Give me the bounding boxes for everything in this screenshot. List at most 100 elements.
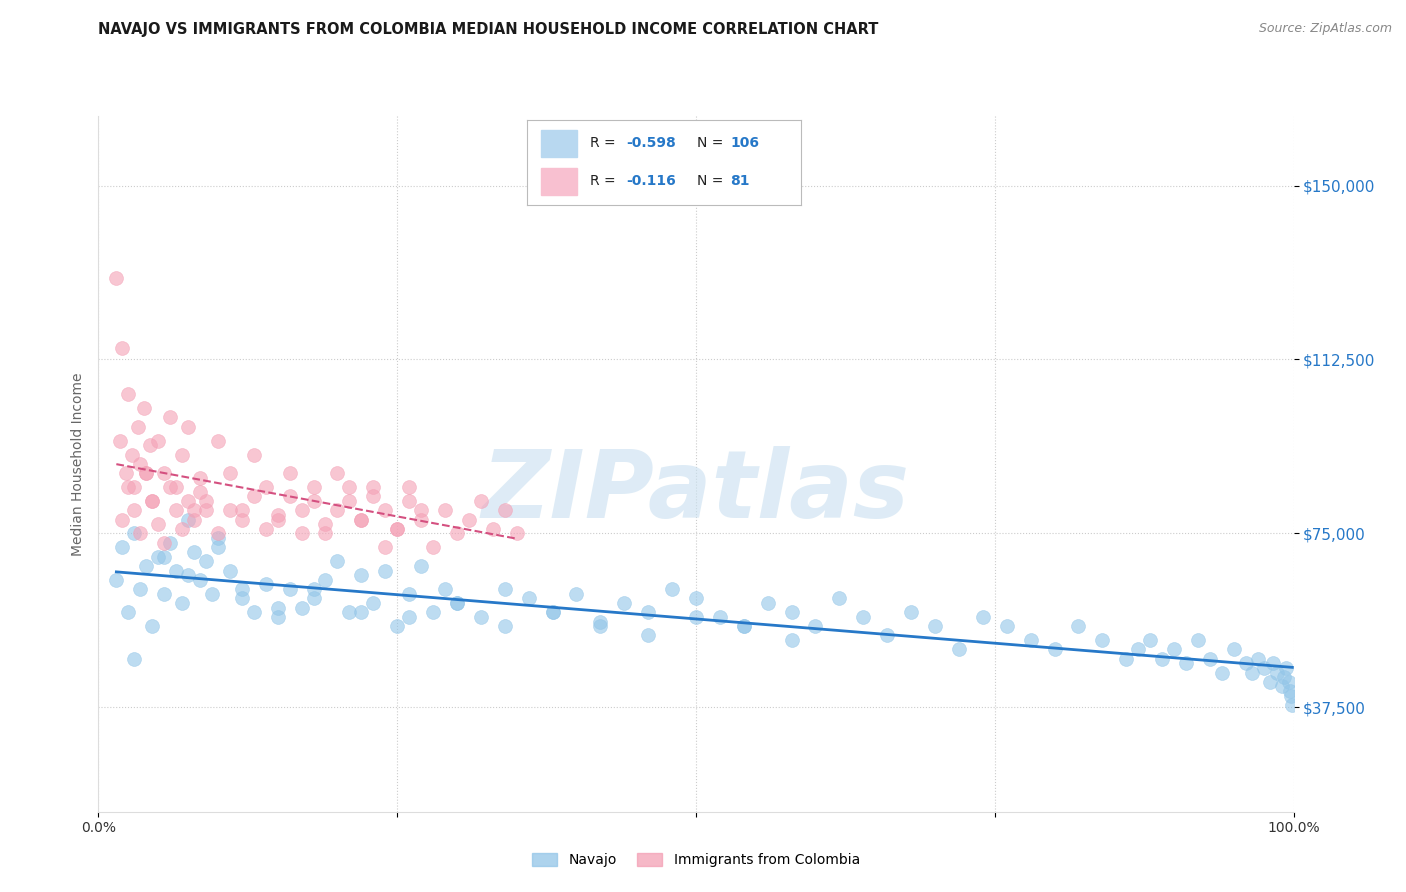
Point	[1258, 674, 1281, 689]
Point	[129, 582, 152, 596]
Point	[780, 633, 803, 648]
Point	[124, 480, 146, 494]
Point	[129, 526, 152, 541]
Point	[117, 480, 139, 494]
Point	[494, 503, 516, 517]
Point	[290, 526, 312, 541]
Point	[139, 438, 162, 452]
Point	[219, 466, 242, 480]
Text: N =: N =	[697, 136, 728, 150]
Point	[267, 610, 290, 624]
Point	[326, 554, 349, 568]
Point	[231, 503, 253, 517]
Point	[148, 549, 170, 564]
Point	[111, 512, 134, 526]
Point	[194, 554, 217, 568]
Point	[541, 605, 564, 619]
Point	[315, 573, 337, 587]
Point	[852, 610, 875, 624]
Point	[194, 503, 217, 517]
Point	[267, 508, 290, 522]
Point	[172, 448, 194, 462]
Point	[1278, 684, 1301, 698]
Point	[1198, 651, 1220, 665]
Point	[267, 600, 290, 615]
Point	[278, 582, 301, 596]
Point	[337, 605, 360, 619]
Point	[446, 596, 468, 610]
Point	[470, 610, 492, 624]
Point	[709, 610, 731, 624]
Point	[411, 503, 433, 517]
Point	[685, 610, 707, 624]
Point	[1163, 642, 1185, 657]
Point	[1091, 633, 1114, 648]
Point	[207, 541, 229, 555]
Point	[398, 494, 420, 508]
Point	[411, 512, 433, 526]
Point	[183, 503, 205, 517]
Point	[165, 564, 187, 578]
Point	[1265, 665, 1288, 680]
Point	[1187, 633, 1209, 648]
Text: 81: 81	[730, 175, 749, 188]
Text: R =: R =	[591, 175, 620, 188]
Point	[194, 494, 217, 508]
Point	[315, 517, 337, 532]
Point	[685, 591, 707, 606]
Point	[637, 628, 659, 642]
Point	[111, 341, 134, 355]
Point	[398, 587, 420, 601]
Bar	[541, 129, 576, 157]
Point	[1240, 665, 1263, 680]
Point	[201, 587, 224, 601]
Point	[231, 582, 253, 596]
Point	[1067, 619, 1090, 633]
Point	[183, 545, 205, 559]
Point	[326, 466, 349, 480]
Point	[115, 466, 138, 480]
Point	[290, 600, 312, 615]
Point	[565, 587, 588, 601]
Point	[470, 494, 492, 508]
Point	[337, 480, 360, 494]
Bar	[541, 168, 576, 195]
Point	[433, 503, 456, 517]
Point	[1275, 661, 1298, 675]
Point	[1246, 651, 1268, 665]
Point	[1139, 633, 1161, 648]
Point	[398, 480, 420, 494]
Point	[804, 619, 827, 633]
Point	[188, 484, 211, 499]
Point	[165, 503, 187, 517]
Point	[188, 471, 211, 485]
Point	[337, 494, 360, 508]
Text: N =: N =	[697, 175, 728, 188]
Point	[374, 503, 396, 517]
Point	[900, 605, 922, 619]
Point	[105, 573, 128, 587]
Point	[117, 605, 139, 619]
Point	[207, 434, 229, 448]
Point	[1263, 657, 1285, 671]
Point	[1175, 657, 1198, 671]
Point	[1222, 642, 1246, 657]
Point	[132, 401, 155, 416]
Point	[111, 541, 134, 555]
Point	[733, 619, 755, 633]
Point	[172, 522, 194, 536]
Point	[127, 419, 149, 434]
Point	[1019, 633, 1042, 648]
Point	[756, 596, 779, 610]
Point	[876, 628, 898, 642]
Point	[117, 387, 139, 401]
Point	[121, 448, 143, 462]
Point	[159, 410, 181, 425]
Point	[374, 564, 396, 578]
Point	[254, 480, 277, 494]
Point	[446, 526, 468, 541]
Point	[315, 526, 337, 541]
Point	[363, 480, 385, 494]
Point	[242, 448, 264, 462]
Point	[153, 549, 176, 564]
